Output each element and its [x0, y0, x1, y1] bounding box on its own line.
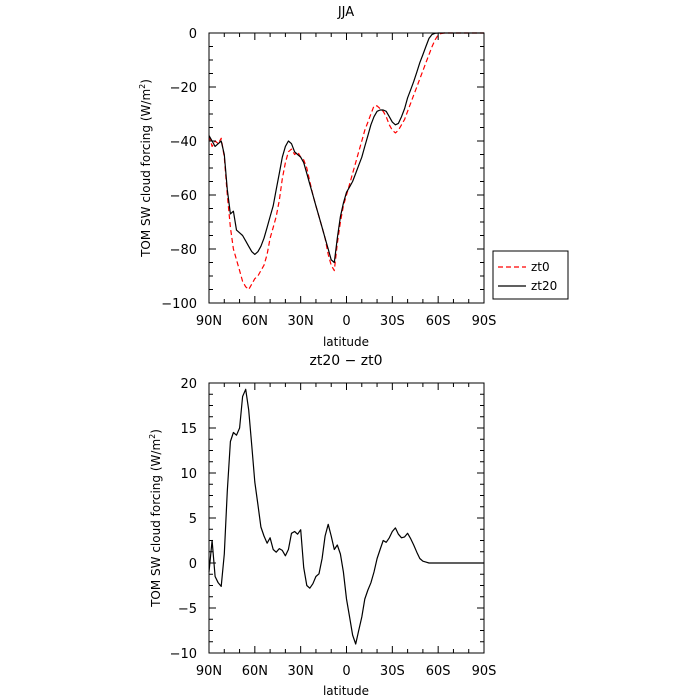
- top-x-tick-label: 90N: [196, 314, 222, 329]
- bottom-x-axis-label: latitude: [323, 684, 369, 698]
- top-title: JJA: [337, 5, 354, 20]
- top-y-label-main: TOM SW cloud forcing (W/m: [139, 89, 153, 258]
- top-y-tick-label: −100: [161, 297, 197, 312]
- bottom-x-tick-label: 30S: [380, 664, 405, 679]
- top-y-axis-label: TOM SW cloud forcing (W/m2): [138, 79, 153, 258]
- top-y-tick-label: −40: [170, 135, 197, 150]
- legend-label-zt20: zt20: [531, 279, 557, 293]
- top-ticks-group: 90N 60N 30N 0 30S 60S 90S 0 −20 −40 −60 −80 −100: [161, 27, 496, 329]
- top-x-tick-label: 90S: [472, 314, 497, 329]
- bottom-y-tick-label: 20: [180, 377, 197, 392]
- bottom-title: zt20 − zt0: [309, 353, 382, 369]
- top-y-tick-label: −60: [170, 189, 197, 204]
- bottom-y-label-main: TOM SW cloud forcing (W/m: [149, 439, 163, 608]
- top-panel: JJA 90N 60N 30N 0 30S 60S 90S 0 −20 −40 −60 −80 −100…: [138, 5, 569, 349]
- top-y-label-sup: 2: [138, 84, 147, 89]
- top-x-tick-label: 60N: [242, 314, 268, 329]
- bottom-x-tick-label: 90S: [472, 664, 497, 679]
- bottom-y-tick-label: 5: [189, 512, 197, 527]
- top-series-group: [208, 32, 484, 291]
- top-plot-frame: [208, 32, 485, 304]
- bottom-x-tick-label: 90N: [196, 664, 222, 679]
- top-x-tick-label: 0: [342, 314, 350, 329]
- top-x-tick-label: 30S: [380, 314, 405, 329]
- bottom-panel: zt20 − zt0 90N 60N 30N 0 30S 60S 90S 20 15 10 5 0 −5…: [148, 353, 496, 698]
- top-x-axis-label: latitude: [323, 335, 369, 349]
- bottom-x-tick-label: 60S: [426, 664, 451, 679]
- bottom-x-tick-label: 0: [342, 664, 350, 679]
- bottom-y-tick-label: 15: [180, 422, 197, 437]
- bottom-y-tick-label: 0: [189, 557, 197, 572]
- top-series-line-zt0: [208, 32, 484, 291]
- bottom-y-tick-label: −5: [178, 602, 197, 617]
- legend-label-zt0: zt0: [531, 260, 550, 274]
- bottom-y-label-close: ): [149, 429, 163, 434]
- bottom-y-tick-label: −10: [170, 647, 197, 662]
- top-y-label-close: ): [139, 79, 153, 84]
- legend: zt0 zt20: [492, 250, 569, 300]
- bottom-ticks-group: 90N 60N 30N 0 30S 60S 90S 20 15 10 5 0 −5 −10: [170, 377, 497, 679]
- bottom-y-tick-label: 10: [180, 467, 197, 482]
- bottom-x-tick-label: 30N: [288, 664, 314, 679]
- top-y-tick-label: −80: [170, 243, 197, 258]
- top-y-tick-label: −20: [170, 81, 197, 96]
- bottom-y-axis-label: TOM SW cloud forcing (W/m2): [148, 429, 163, 608]
- top-x-tick-label: 60S: [426, 314, 451, 329]
- bottom-x-tick-label: 60N: [242, 664, 268, 679]
- top-y-tick-label: 0: [189, 27, 197, 42]
- bottom-series-line: [208, 388, 484, 645]
- legend-box: [492, 250, 569, 300]
- top-series-line-zt20: [208, 32, 484, 264]
- top-x-tick-label: 30N: [288, 314, 314, 329]
- bottom-series-group: [208, 388, 484, 645]
- bottom-y-label-sup: 2: [148, 434, 157, 439]
